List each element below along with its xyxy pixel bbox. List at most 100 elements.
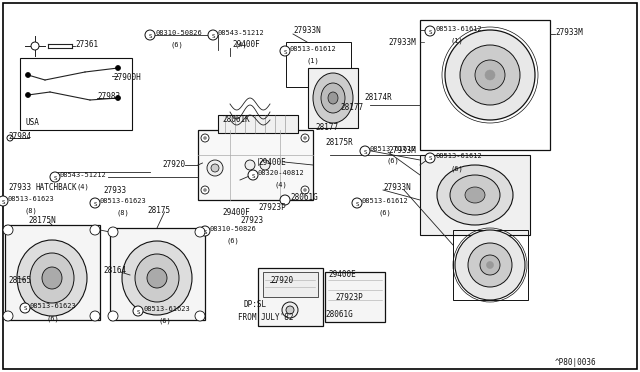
Text: 08513-61612: 08513-61612 xyxy=(435,26,482,32)
Circle shape xyxy=(286,306,294,314)
Text: 28177: 28177 xyxy=(315,123,338,132)
Text: 28061G: 28061G xyxy=(325,310,353,319)
Circle shape xyxy=(211,164,219,172)
Circle shape xyxy=(475,60,505,90)
Text: S: S xyxy=(53,176,57,180)
Text: (6): (6) xyxy=(226,238,239,244)
Text: 28175: 28175 xyxy=(147,206,170,215)
Bar xyxy=(20,58,132,130)
Text: 27361: 27361 xyxy=(75,40,98,49)
Circle shape xyxy=(90,225,100,235)
Text: 27933N: 27933N xyxy=(383,183,411,192)
Text: 08513-61612: 08513-61612 xyxy=(362,198,409,204)
Text: (4): (4) xyxy=(274,182,287,189)
Text: (6): (6) xyxy=(378,210,391,217)
Circle shape xyxy=(245,160,255,170)
Text: 08543-51212: 08543-51212 xyxy=(218,30,265,36)
Bar xyxy=(453,230,528,300)
Text: S: S xyxy=(355,202,359,206)
Text: S: S xyxy=(284,49,287,55)
Ellipse shape xyxy=(30,253,74,303)
Circle shape xyxy=(280,195,290,205)
Text: (1): (1) xyxy=(306,58,319,64)
Text: 29400F: 29400F xyxy=(222,208,250,217)
Circle shape xyxy=(201,134,209,142)
Text: 27933: 27933 xyxy=(103,186,126,195)
Text: (6): (6) xyxy=(171,42,184,48)
Bar xyxy=(286,42,351,87)
Circle shape xyxy=(3,311,13,321)
Circle shape xyxy=(90,311,100,321)
Text: S: S xyxy=(428,29,432,35)
Circle shape xyxy=(207,160,223,176)
Circle shape xyxy=(115,65,120,71)
Text: HATCHBACK: HATCHBACK xyxy=(35,183,77,192)
Bar xyxy=(420,20,550,150)
Circle shape xyxy=(133,306,143,316)
Circle shape xyxy=(480,255,500,275)
Ellipse shape xyxy=(42,267,62,289)
Text: 28061G: 28061G xyxy=(290,193,317,202)
Text: S: S xyxy=(364,150,367,154)
Ellipse shape xyxy=(465,187,485,203)
Bar xyxy=(5,225,100,320)
Text: (6): (6) xyxy=(46,315,59,321)
Text: 27900H: 27900H xyxy=(113,73,141,82)
Circle shape xyxy=(201,186,209,194)
Text: S: S xyxy=(148,33,152,38)
Circle shape xyxy=(485,70,495,80)
Text: S: S xyxy=(1,199,4,205)
Text: 28175R: 28175R xyxy=(325,138,353,147)
Text: 27923P: 27923P xyxy=(258,203,285,212)
Text: 28164: 28164 xyxy=(103,266,126,275)
Text: 08543-51212: 08543-51212 xyxy=(60,172,107,178)
Text: 28174R: 28174R xyxy=(364,93,392,102)
Circle shape xyxy=(460,45,520,105)
Text: 29400E: 29400E xyxy=(328,270,356,279)
Bar xyxy=(258,268,323,326)
Text: 08310-50826: 08310-50826 xyxy=(210,226,257,232)
Text: 08310-50826: 08310-50826 xyxy=(155,30,202,36)
Text: S: S xyxy=(93,202,97,206)
Text: 27933: 27933 xyxy=(8,183,31,192)
Circle shape xyxy=(303,189,307,192)
Circle shape xyxy=(26,73,31,77)
Ellipse shape xyxy=(147,268,167,288)
Circle shape xyxy=(260,160,270,170)
Text: 27933M: 27933M xyxy=(555,28,583,37)
Circle shape xyxy=(3,225,13,235)
Circle shape xyxy=(248,170,258,180)
Text: (6): (6) xyxy=(159,318,172,324)
Ellipse shape xyxy=(313,73,353,123)
Text: 08320-40812: 08320-40812 xyxy=(258,170,305,176)
Text: (8): (8) xyxy=(24,208,36,215)
Circle shape xyxy=(50,172,60,182)
Text: S: S xyxy=(428,157,432,161)
Text: 08513-61623: 08513-61623 xyxy=(8,196,55,202)
Bar xyxy=(218,115,298,133)
Text: 08513-61612: 08513-61612 xyxy=(290,46,337,52)
Bar xyxy=(110,228,205,320)
Circle shape xyxy=(360,146,370,156)
Text: 08513-61623: 08513-61623 xyxy=(100,198,147,204)
Text: 08513-61623: 08513-61623 xyxy=(143,306,189,312)
Ellipse shape xyxy=(437,165,513,225)
Text: 29400E: 29400E xyxy=(258,158,285,167)
Text: S: S xyxy=(204,230,207,234)
Ellipse shape xyxy=(450,175,500,215)
Circle shape xyxy=(455,230,525,300)
Circle shape xyxy=(282,302,298,318)
Circle shape xyxy=(7,135,13,141)
Circle shape xyxy=(425,26,435,36)
Circle shape xyxy=(145,30,155,40)
Text: 28177: 28177 xyxy=(340,103,363,112)
Circle shape xyxy=(20,303,30,313)
Circle shape xyxy=(195,227,205,237)
Text: S: S xyxy=(252,173,255,179)
Ellipse shape xyxy=(328,92,338,104)
Text: 27933M: 27933M xyxy=(388,38,416,47)
Circle shape xyxy=(280,46,290,56)
Text: 28165: 28165 xyxy=(8,276,31,285)
Text: 28175N: 28175N xyxy=(28,216,56,225)
Circle shape xyxy=(108,311,118,321)
